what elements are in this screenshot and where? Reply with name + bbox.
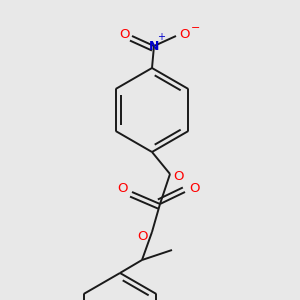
Text: N: N xyxy=(149,40,159,52)
Text: O: O xyxy=(118,182,128,194)
Text: O: O xyxy=(174,169,184,182)
Text: O: O xyxy=(180,28,190,40)
Text: +: + xyxy=(157,32,165,42)
Text: −: − xyxy=(191,23,201,33)
Text: O: O xyxy=(137,230,147,242)
Text: O: O xyxy=(189,182,199,194)
Text: O: O xyxy=(119,28,129,40)
